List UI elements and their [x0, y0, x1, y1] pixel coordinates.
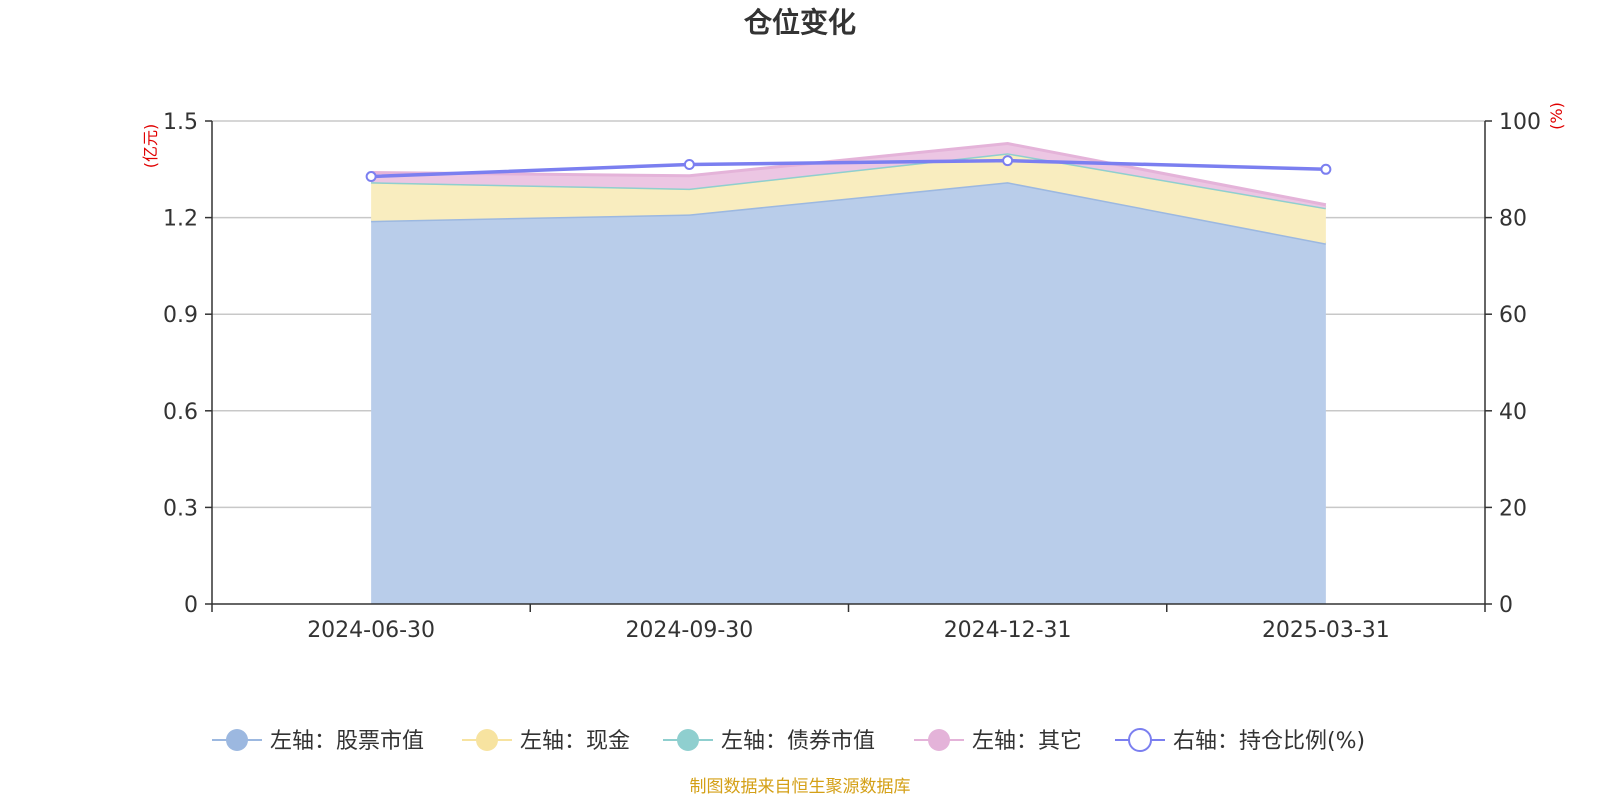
right-axis-unit: (%) [1547, 102, 1566, 130]
legend-swatch-dot [476, 729, 498, 751]
ratio-point [1320, 163, 1332, 175]
ratio-line-layer [365, 155, 1332, 183]
chart-title: 仓位变化 [744, 6, 856, 39]
axis-layer: 0 0.3 0.6 0.9 1.2 1.5 0 20 40 60 80 100 2024-06-30 20… [163, 110, 1541, 643]
legend-item-label: 左轴：现金 [520, 729, 630, 754]
left-axis-tick-label: 1.5 [163, 110, 198, 135]
left-axis-tick-label: 0.6 [163, 400, 198, 425]
area-edge-左轴：其它 [371, 142, 1327, 207]
legend-swatch-dot [677, 729, 699, 751]
legend: 左轴：股票市值 左轴：现金 左轴：债券市值 左轴：其它 右轴：持仓比例(%) [212, 728, 1365, 754]
area-layer [371, 142, 1327, 604]
right-axis-tick-label: 100 [1499, 110, 1541, 135]
ratio-line [371, 158, 1326, 179]
right-axis-tick-label: 20 [1499, 496, 1527, 521]
ratio-point [365, 171, 377, 183]
left-axis-unit: (亿元) [141, 124, 160, 169]
ratio-point [1002, 155, 1014, 167]
legend-item-label: 左轴：其它 [972, 729, 1082, 754]
left-axis-tick-label: 1.2 [163, 207, 198, 232]
legend-swatch-dot [928, 729, 950, 751]
right-axis-tick-label: 80 [1499, 207, 1527, 232]
ratio-point [683, 158, 695, 170]
x-axis-tick-label: 2024-09-30 [625, 618, 753, 643]
x-axis-tick-label: 2024-06-30 [307, 618, 435, 643]
x-axis-tick-label: 2024-12-31 [944, 618, 1072, 643]
right-axis-tick-label: 40 [1499, 400, 1527, 425]
right-axis-tick-label: 0 [1499, 593, 1513, 618]
legend-item-label: 右轴：持仓比例(%) [1173, 729, 1365, 754]
legend-swatch-dot [1128, 728, 1152, 752]
area-左轴：股票市值 [371, 182, 1326, 604]
legend-item-label: 左轴：股票市值 [270, 729, 424, 754]
right-axis-tick-label: 60 [1499, 303, 1527, 328]
left-axis-tick-label: 0.3 [163, 496, 198, 521]
left-axis-tick-label: 0 [184, 593, 198, 618]
legend-item-label: 左轴：债券市值 [721, 729, 875, 754]
x-axis-tick-label: 2025-03-31 [1262, 618, 1390, 643]
source-note: 制图数据来自恒生聚源数据库 [690, 777, 911, 797]
left-axis-tick-label: 0.9 [163, 303, 198, 328]
legend-swatch-dot [226, 729, 248, 751]
